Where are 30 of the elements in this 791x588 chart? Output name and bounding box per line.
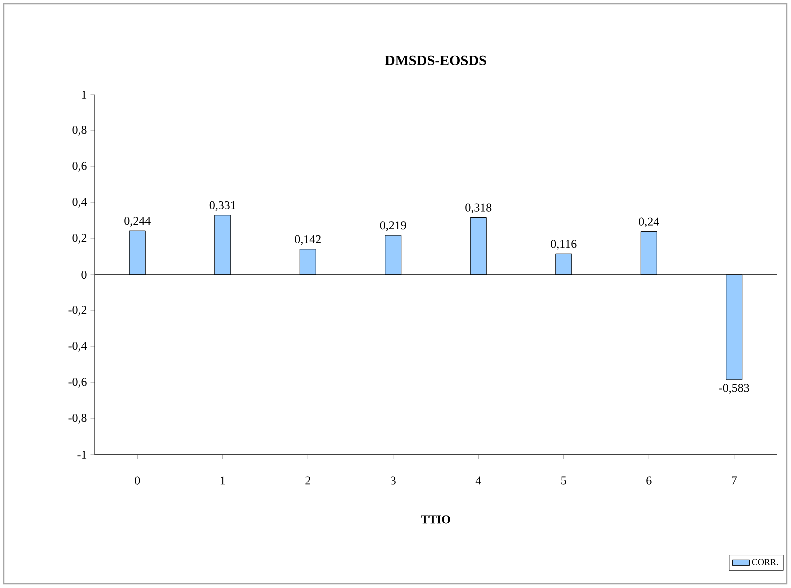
y-tick-label: 1 [82,91,87,99]
y-tick-label: -0,8 [68,414,87,424]
data-label: 0,244 [124,217,151,227]
x-tick-label: 7 [732,476,738,485]
y-tick-label: 0,6 [72,162,87,172]
data-label: 0,24 [639,218,660,228]
x-tick-label: 4 [476,476,482,485]
legend-label: CORR. [752,559,778,566]
x-axis-title: TTIO [421,516,450,524]
chart-title: DMSDS-EOSDS [385,56,486,66]
y-tick-label: -1 [78,451,87,459]
data-label: 0,331 [210,201,236,212]
x-tick-label: 2 [306,476,310,485]
x-tick-label: 1 [220,476,226,485]
data-label: 0,318 [466,204,492,214]
y-tick-label: 0,8 [72,126,87,136]
y-tick-label: 0,2 [72,234,87,244]
data-label: 0,142 [295,235,321,246]
x-tick-label: 3 [390,476,396,485]
data-label: 0,219 [380,222,406,232]
data-label: 0,116 [551,240,577,250]
x-tick-label: 5 [562,476,566,485]
x-tick-label: 6 [646,476,652,485]
y-tick-label: -0,2 [68,306,87,316]
y-tick-label: -0,6 [68,378,87,388]
x-tick-label: 0 [135,476,140,485]
y-tick-label: 0,4 [72,198,88,208]
y-tick-label: 0 [82,270,87,280]
data-label: -0,583 [719,384,750,394]
y-tick-label: -0,4 [68,342,88,352]
